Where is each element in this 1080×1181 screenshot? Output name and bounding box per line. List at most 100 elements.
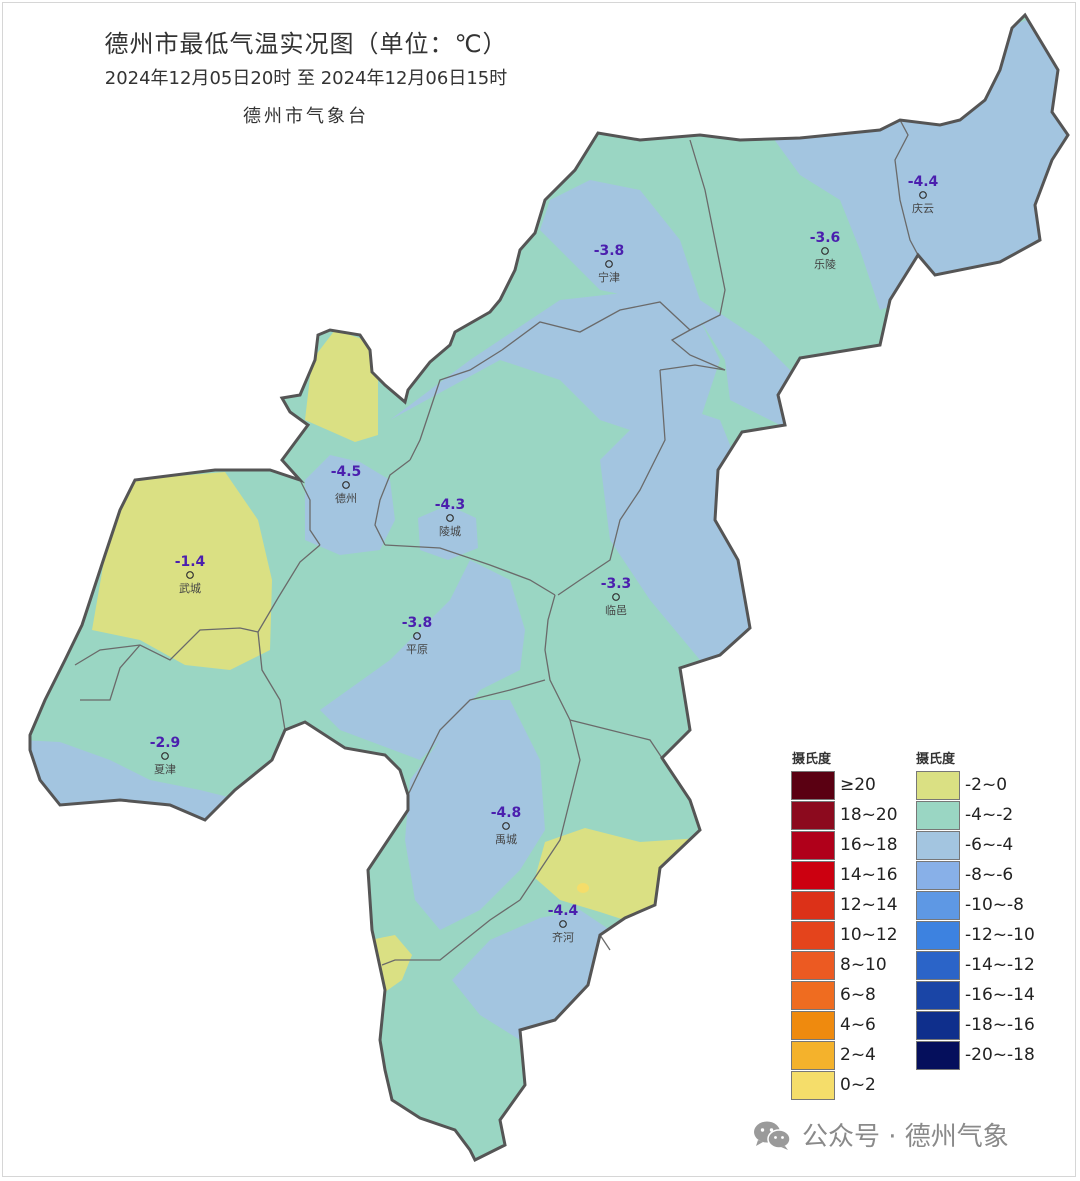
- station-name: 乐陵: [814, 258, 836, 271]
- legend-label: 18~20: [840, 805, 898, 825]
- legend-swatch: [916, 890, 960, 920]
- legend-cold: -2~0 -4~-2 -6~-4 -8~-6 -10~-8 -12~-10 -14~-12 -…: [916, 770, 1035, 1070]
- station-dot: [919, 191, 927, 199]
- legend-item: -20~-18: [916, 1040, 1035, 1070]
- boundary-qingyun-leling: [894, 119, 919, 256]
- legend-swatch: [916, 1040, 960, 1070]
- boundary-pingyuan-south: [407, 679, 546, 796]
- legend-label: -12~-10: [965, 925, 1035, 945]
- legend-label: 10~12: [840, 925, 898, 945]
- station-marker: -3.6 乐陵: [810, 230, 841, 271]
- station-name: 德州: [335, 491, 357, 505]
- legend-label: 4~6: [840, 1015, 876, 1035]
- legend-label: 8~10: [840, 955, 887, 975]
- watermark-text: 公众号 · 德州气象: [802, 1122, 1009, 1152]
- legend-label: ≥20: [840, 775, 876, 795]
- zone-neg6-neg4-northeast: [760, 15, 1068, 310]
- station-marker: -4.5 德州: [331, 464, 362, 505]
- legend-label: 2~4: [840, 1045, 876, 1065]
- station-name: 临邑: [605, 603, 627, 617]
- zone-neg6-neg4-lingcheng: [418, 505, 478, 560]
- station-dot: [342, 481, 350, 489]
- boundary-ningjin-leling: [670, 139, 726, 371]
- legend-swatch: [791, 1010, 835, 1040]
- station-marker: -3.8 宁津: [594, 243, 625, 284]
- station-marker: -3.8 平原: [402, 615, 433, 656]
- boundary-lingcheng-south: [384, 544, 556, 596]
- station-marker: -2.9 夏津: [150, 735, 181, 776]
- station-value: -4.4: [908, 174, 939, 190]
- zone-neg6-neg4-dezhou: [305, 455, 395, 555]
- boundary-xiajin-east: [257, 631, 286, 731]
- map-issuer: 德州市气象台: [243, 106, 369, 127]
- legend-item: -18~-16: [916, 1010, 1035, 1040]
- legend-swatch: [791, 1040, 835, 1070]
- station-name: 禹城: [495, 833, 517, 846]
- boundary-qihe-north: [381, 899, 521, 966]
- zone-neg6-neg4-yucheng: [405, 700, 545, 930]
- legend-item: 16~18: [791, 830, 898, 860]
- station-name: 庆云: [912, 201, 934, 215]
- zone-neg2-0-qihe-north: [535, 828, 700, 925]
- boundary-wucheng-south: [74, 544, 321, 666]
- station-name: 齐河: [552, 930, 574, 944]
- station-dot: [559, 920, 567, 928]
- legend-label: -20~-18: [965, 1045, 1035, 1065]
- boundary-linyi-south: [569, 719, 663, 759]
- station-dot: [413, 632, 421, 640]
- legend-item: 18~20: [791, 800, 898, 830]
- legend-label: 6~8: [840, 985, 876, 1005]
- station-marker: -4.4 庆云: [908, 174, 939, 215]
- station-name: 武城: [179, 582, 201, 595]
- county-boundaries: [74, 119, 919, 966]
- legend-swatch: [791, 1070, 835, 1100]
- station-value: -4.5: [331, 464, 362, 480]
- boundary-qihe-east: [599, 934, 611, 951]
- legend-label: -14~-12: [965, 955, 1035, 975]
- station-value: -3.6: [810, 230, 841, 246]
- legend-swatch: [791, 980, 835, 1010]
- station-value: -3.3: [601, 576, 632, 592]
- legend-label: -10~-8: [965, 895, 1024, 915]
- legend-item: -4~-2: [916, 800, 1035, 830]
- station-dot: [446, 514, 454, 522]
- legend-heading-cold: 摄氏度: [916, 752, 956, 767]
- station-marker: -3.3 临邑: [601, 576, 632, 617]
- station-dot: [186, 571, 194, 579]
- legend-swatch: [916, 950, 960, 980]
- legend-item: -10~-8: [916, 890, 1035, 920]
- zone-0-2-spot: [577, 883, 589, 893]
- legend-item: 6~8: [791, 980, 898, 1010]
- legend-label: -8~-6: [965, 865, 1014, 885]
- boundary-linyi-north: [659, 364, 726, 371]
- boundary-yucheng-east: [519, 719, 581, 901]
- legend-label: -18~-16: [965, 1015, 1035, 1035]
- legend-item: 4~6: [791, 1010, 898, 1040]
- legend-swatch: [916, 860, 960, 890]
- legend-label: 14~16: [840, 865, 898, 885]
- legend-swatch: [916, 1010, 960, 1040]
- legend-label: 0~2: [840, 1075, 876, 1095]
- boundary-dezhou-east: [374, 459, 411, 546]
- station-value: -2.9: [150, 735, 181, 751]
- station-value: -3.8: [402, 615, 433, 631]
- zone-neg2-0-north-west: [305, 330, 378, 442]
- legend-swatch: [791, 830, 835, 860]
- legend-swatch: [916, 830, 960, 860]
- legend-item: 10~12: [791, 920, 898, 950]
- boundary-linyi-west: [557, 369, 666, 596]
- legend-item: -12~-10: [916, 920, 1035, 950]
- legend-warm: ≥20 18~20 16~18 14~16 12~14 10~12 8~10 6~8 4~6 2~…: [791, 770, 898, 1100]
- boundary-ningjin-south: [501, 301, 691, 351]
- legend-swatch: [791, 800, 835, 830]
- station-name: 陵城: [439, 525, 461, 538]
- legend-item: -2~0: [916, 770, 1035, 800]
- legend-label: -2~0: [965, 775, 1008, 795]
- station-marker: -1.4 武城: [175, 554, 206, 595]
- legend-label: -4~-2: [965, 805, 1014, 825]
- watermark: 公众号 · 德州气象: [752, 1116, 1009, 1153]
- legend-swatch: [791, 860, 835, 890]
- legend-swatch: [916, 980, 960, 1010]
- legend-swatch: [916, 920, 960, 950]
- boundary-xiajin-inner: [80, 644, 141, 701]
